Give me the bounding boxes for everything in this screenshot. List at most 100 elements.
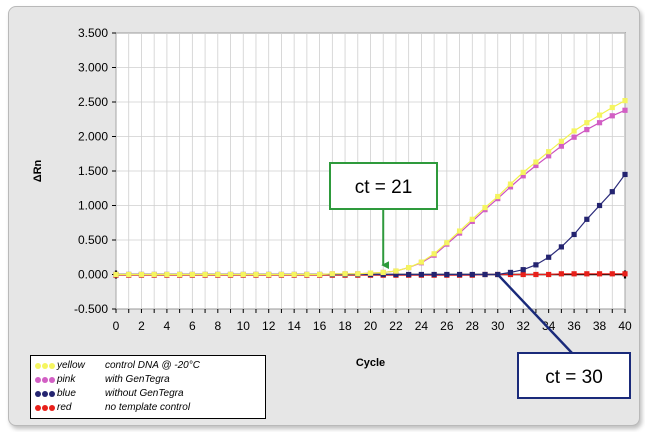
x-tick-label: 0 <box>113 319 120 333</box>
legend-color-name: pink <box>57 374 76 385</box>
data-point-blue <box>584 216 590 222</box>
data-point-yellow <box>227 271 234 278</box>
data-point-yellow <box>393 268 399 274</box>
data-point-yellow <box>469 216 475 222</box>
data-point-yellow <box>329 271 335 277</box>
legend-description: control DNA @ -20°C <box>105 360 200 371</box>
data-point-yellow <box>355 271 361 277</box>
data-point-red <box>584 271 590 277</box>
x-tick-label: 4 <box>164 319 171 333</box>
data-point-blue <box>546 254 552 260</box>
data-point-yellow <box>126 271 132 278</box>
legend-swatch-icon <box>35 391 57 397</box>
callout-box-ct21 <box>329 162 438 210</box>
data-point-red <box>596 271 603 277</box>
y-tick-label: 0.000 <box>78 268 108 282</box>
data-point-yellow <box>317 271 323 278</box>
x-tick-label: 18 <box>338 319 352 333</box>
x-tick-label: 16 <box>313 319 327 333</box>
data-point-pink <box>571 134 577 140</box>
data-point-yellow <box>406 265 412 271</box>
y-tick-label: 1.500 <box>78 164 108 178</box>
x-tick-label: 40 <box>618 319 632 333</box>
data-point-pink <box>584 127 590 133</box>
data-point-yellow <box>584 120 590 126</box>
y-tick-label: 3.000 <box>78 61 108 75</box>
legend-item: blue without GenTegra <box>35 387 261 401</box>
legend-item: yellow control DNA @ -20°C <box>35 359 261 373</box>
data-point-yellow <box>456 228 463 234</box>
data-point-yellow <box>482 204 488 211</box>
data-point-blue <box>444 271 450 278</box>
data-point-red <box>546 271 552 278</box>
x-tick-label: 38 <box>593 319 607 333</box>
y-tick-label: 3.500 <box>78 26 108 40</box>
data-point-yellow <box>278 271 285 278</box>
data-point-yellow <box>177 271 183 278</box>
x-tick-label: 10 <box>237 319 251 333</box>
data-point-blue <box>622 171 628 178</box>
callout-text-ct30: ct = 30 <box>545 367 603 388</box>
data-point-blue <box>609 189 615 195</box>
data-point-blue <box>520 267 526 273</box>
data-point-yellow <box>546 149 552 155</box>
data-point-yellow <box>418 259 424 265</box>
data-point-red <box>520 271 526 278</box>
data-point-yellow <box>253 271 259 278</box>
data-point-blue <box>406 271 412 278</box>
legend-description: no template control <box>105 402 191 413</box>
data-point-yellow <box>520 169 526 175</box>
data-point-yellow <box>507 181 514 187</box>
legend-description: without GenTegra <box>105 388 184 399</box>
x-tick-label: 24 <box>415 319 429 333</box>
legend-swatch-icon <box>35 363 57 369</box>
data-point-blue <box>431 271 437 278</box>
legend-swatch-icon <box>35 377 57 383</box>
x-tick-label: 34 <box>542 319 556 333</box>
x-tick-label: 20 <box>364 319 378 333</box>
data-point-yellow <box>380 269 386 276</box>
data-point-pink <box>520 173 526 179</box>
data-point-yellow <box>164 271 170 278</box>
x-tick-label: 36 <box>567 319 581 333</box>
data-point-yellow <box>342 271 348 277</box>
x-tick-label: 26 <box>440 319 454 333</box>
data-point-blue <box>418 271 424 278</box>
data-point-red <box>622 271 628 277</box>
callout-text-ct21: ct = 21 <box>355 177 413 198</box>
y-tick-label: -0.500 <box>74 302 108 316</box>
data-point-yellow <box>291 271 297 278</box>
x-tick-label: 28 <box>466 319 480 333</box>
data-point-yellow <box>367 270 374 276</box>
data-point-yellow <box>596 112 603 118</box>
data-point-red <box>558 271 564 277</box>
data-point-yellow <box>240 271 246 278</box>
x-axis-title: Cycle <box>356 357 385 369</box>
data-point-yellow <box>189 271 195 278</box>
y-tick-label: 2.000 <box>78 130 108 144</box>
data-point-pink <box>596 120 603 126</box>
data-point-yellow <box>113 271 119 278</box>
data-point-red <box>533 271 539 278</box>
legend-color-name: blue <box>57 388 76 399</box>
data-point-blue <box>482 271 488 278</box>
data-point-yellow <box>431 251 437 257</box>
data-point-red <box>609 271 615 277</box>
y-tick-label: 2.500 <box>78 95 108 109</box>
data-point-yellow <box>571 128 577 134</box>
data-point-yellow <box>304 271 310 278</box>
data-point-blue <box>469 271 475 278</box>
data-point-yellow <box>622 98 628 104</box>
y-axis-title: ΔRn <box>32 159 44 182</box>
data-point-pink <box>533 162 539 169</box>
legend-item: pink with GenTegra <box>35 373 261 387</box>
callout-box-ct30 <box>517 352 631 399</box>
legend-color-name: yellow <box>57 360 85 371</box>
data-point-yellow <box>138 271 145 278</box>
data-point-red <box>571 271 577 277</box>
data-point-pink <box>546 153 552 159</box>
x-tick-label: 12 <box>262 319 276 333</box>
x-tick-label: 14 <box>287 319 301 333</box>
x-tick-label: 6 <box>189 319 196 333</box>
data-point-yellow <box>609 104 615 111</box>
